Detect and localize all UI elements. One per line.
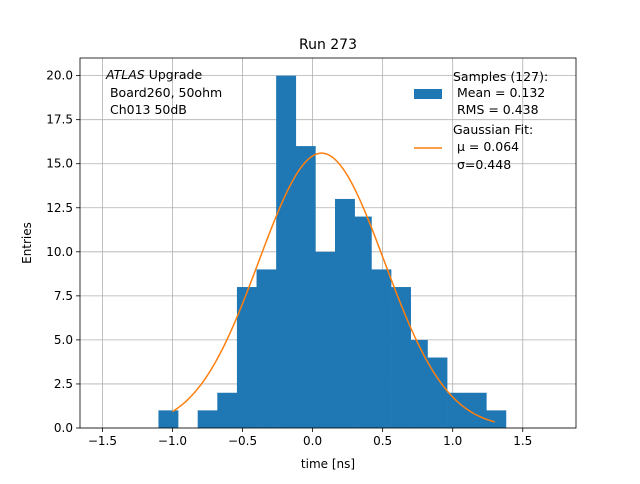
annotation-upgrade: Upgrade — [145, 67, 203, 82]
histogram-bar — [217, 392, 238, 428]
x-tick-label: 1.0 — [443, 434, 462, 448]
x-tick-label: 0.5 — [373, 434, 392, 448]
histogram-bar — [410, 339, 428, 428]
gaussian-fit-curve — [172, 152, 495, 423]
histogram-bars — [158, 75, 507, 428]
y-tick-label: 0.0 — [54, 421, 73, 435]
chart-title: Run 273 — [299, 37, 357, 53]
y-tick-label: 20.0 — [46, 69, 73, 83]
histogram-bar — [447, 392, 468, 428]
x-tick-label: 1.5 — [513, 434, 532, 448]
y-tick-label: 17.5 — [46, 113, 73, 127]
x-tick-label: −1.0 — [158, 434, 187, 448]
y-tick-label: 12.5 — [46, 201, 73, 215]
legend-hist-line-2: Mean = 0.132 — [453, 85, 545, 100]
atlas-annotation: ATLAS Upgrade Board260, 50ohm Ch013 50dB — [105, 67, 222, 117]
legend-hist-line-3: RMS = 0.438 — [453, 102, 539, 117]
annotation-line-3: Ch013 50dB — [106, 102, 187, 117]
y-axis-label: Entries — [20, 222, 34, 264]
histogram-bar — [295, 146, 316, 428]
histogram-bar — [158, 410, 179, 428]
histogram-bar — [371, 269, 392, 428]
y-tick-label: 7.5 — [54, 289, 73, 303]
x-axis-ticks: −1.5 −1.0 −0.5 0.0 0.5 1.0 1.5 — [88, 428, 532, 448]
histogram-bar — [197, 410, 218, 428]
legend-fit-line-3: σ=0.448 — [453, 157, 511, 172]
x-axis-label: time [ns] — [301, 457, 355, 471]
histogram-bar — [354, 216, 372, 428]
histogram-bar — [276, 75, 297, 428]
annotation-line-2: Board260, 50ohm — [106, 85, 222, 100]
x-tick-label: 0.0 — [303, 434, 322, 448]
histogram-bar — [315, 251, 336, 428]
legend-histogram-swatch — [414, 89, 442, 99]
legend: Samples (127): Mean = 0.132 RMS = 0.438 … — [414, 69, 548, 172]
y-axis-ticks: 0.0 2.5 5.0 7.5 10.0 12.5 15.0 17.5 20.0 — [46, 69, 80, 435]
histogram-bar — [335, 198, 355, 428]
legend-fit-line-1: Gaussian Fit: — [453, 122, 533, 137]
y-tick-label: 15.0 — [46, 157, 73, 171]
y-tick-label: 5.0 — [54, 333, 73, 347]
y-tick-label: 2.5 — [54, 377, 73, 391]
grid-lines — [80, 58, 576, 429]
histogram-bar — [427, 357, 448, 428]
annotation-line-1: ATLAS Upgrade — [105, 67, 202, 82]
histogram-bar — [486, 410, 507, 428]
y-tick-label: 10.0 — [46, 245, 73, 259]
legend-hist-line-1: Samples (127): — [453, 69, 548, 84]
histogram-bar — [256, 269, 277, 428]
x-tick-label: −0.5 — [228, 434, 257, 448]
x-tick-label: −1.5 — [88, 434, 117, 448]
plot-frame — [79, 57, 577, 429]
legend-fit-line-2: μ = 0.064 — [453, 139, 519, 154]
histogram-bar — [391, 287, 411, 428]
annotation-atlas: ATLAS — [105, 67, 145, 82]
histogram-bar — [236, 287, 257, 428]
histogram-bar — [466, 392, 487, 428]
